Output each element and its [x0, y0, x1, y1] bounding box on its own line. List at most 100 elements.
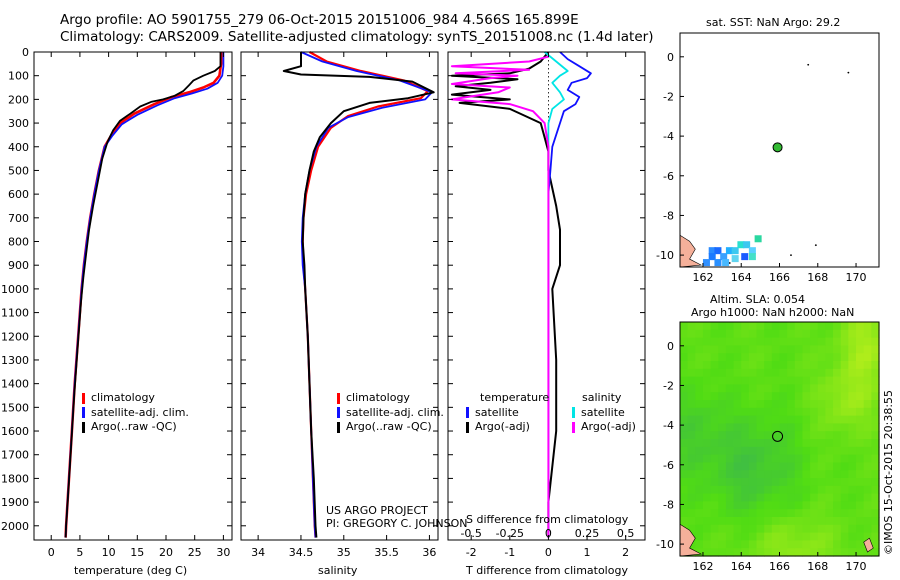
sla-cell	[725, 415, 735, 424]
sla-cell	[863, 470, 872, 479]
sla-cell	[863, 532, 872, 541]
sla-cell	[741, 493, 750, 502]
sla-cell	[718, 400, 727, 409]
sla-cell	[825, 532, 834, 541]
sla-cell	[871, 548, 880, 557]
sla-cell	[748, 400, 758, 409]
sla-cell	[779, 501, 788, 510]
sla-cell	[802, 532, 811, 541]
sla-cell	[771, 361, 781, 370]
sla-cell	[725, 439, 735, 448]
sla-cell	[802, 361, 811, 370]
sla-cell	[802, 485, 811, 495]
sla-cell	[833, 400, 842, 409]
sla-cell	[695, 532, 704, 541]
sla-cell	[840, 353, 849, 362]
sla-cell	[779, 337, 788, 346]
sla-cell	[741, 392, 750, 401]
sla-cell	[794, 446, 804, 456]
sla-cell	[802, 337, 811, 346]
sla-cell	[733, 376, 742, 385]
sla-cell	[779, 478, 788, 487]
sla-cell	[779, 540, 788, 549]
sla-cell	[787, 368, 796, 378]
sla-cell	[718, 376, 727, 385]
sla-cell	[725, 517, 735, 526]
difference-frame	[447, 51, 646, 541]
sla-cell	[856, 548, 865, 557]
sla-cell	[856, 454, 865, 463]
sla-cell	[794, 345, 804, 354]
sla-cell	[871, 446, 880, 456]
sla-cell	[764, 501, 773, 510]
sla-cell	[710, 415, 719, 424]
sla-cell	[802, 462, 811, 471]
sla-cell	[733, 485, 742, 495]
sla-cell	[848, 322, 857, 331]
sla-cell	[863, 392, 872, 401]
sla-cell	[756, 415, 765, 424]
sla-cell	[810, 368, 819, 378]
sla-cell	[810, 540, 819, 549]
sla-cell	[756, 368, 765, 378]
sla-cell	[802, 431, 811, 440]
sla-cell	[802, 439, 811, 448]
sla-cell	[702, 361, 712, 370]
x-tick-label: 34	[251, 546, 265, 559]
sla-cell	[725, 361, 735, 370]
sla-cell	[848, 509, 857, 518]
sla-cell	[695, 493, 704, 502]
sla-cell	[756, 337, 765, 346]
sla-cell	[771, 392, 781, 401]
sla-cell	[825, 470, 834, 479]
sla-cell	[687, 423, 696, 432]
sla-cell	[702, 493, 712, 502]
sla-cell	[771, 509, 781, 518]
legend-swatch-t-satellite	[466, 407, 469, 419]
sla-cell	[741, 517, 750, 526]
sla-cell	[741, 376, 750, 385]
sla-cell	[725, 329, 735, 339]
sla-cell	[771, 337, 781, 346]
depth-tick-label: 100	[8, 70, 29, 83]
sla-cell	[787, 509, 796, 518]
sla-cell	[863, 384, 872, 393]
salinity-frame	[240, 51, 439, 541]
sla-cell	[871, 353, 880, 362]
sla-cell	[825, 329, 834, 339]
sla-map-title-2: Argo h1000: NaN h2000: NaN	[691, 306, 855, 319]
sla-cell	[810, 423, 819, 432]
sla-cell	[779, 431, 788, 440]
sla-cell	[779, 454, 788, 463]
sla-cell	[764, 407, 773, 417]
sla-cell	[710, 532, 719, 541]
sla-cell	[680, 462, 689, 471]
sst-pixel	[708, 253, 716, 261]
sla-cell	[810, 431, 819, 440]
sla-cell	[687, 361, 696, 370]
sla-cell	[748, 509, 758, 518]
sla-cell	[817, 345, 827, 354]
diff-legend-temperature: temperature satellite Argo(-adj)	[466, 391, 549, 435]
sst-pixel	[708, 247, 716, 255]
sla-cell	[733, 446, 742, 456]
sla-cell	[856, 532, 865, 541]
sla-cell	[833, 431, 842, 440]
sla-cell	[863, 322, 872, 331]
sla-cell	[687, 431, 696, 440]
sla-cell	[733, 400, 742, 409]
sla-cell	[725, 478, 735, 487]
sst-pixel	[743, 241, 751, 249]
sla-cell	[771, 345, 781, 354]
sla-cell	[741, 400, 750, 409]
sla-cell	[840, 532, 849, 541]
sla-cell	[687, 353, 696, 362]
sla-cell	[680, 384, 689, 393]
sla-cell	[710, 423, 719, 432]
sla-cell	[725, 485, 735, 495]
sla-cell	[825, 462, 834, 471]
sla-cell	[680, 415, 689, 424]
sla-cell	[810, 384, 819, 393]
sla-cell	[764, 517, 773, 526]
legend-s-argo: Argo(-adj)	[581, 420, 636, 433]
